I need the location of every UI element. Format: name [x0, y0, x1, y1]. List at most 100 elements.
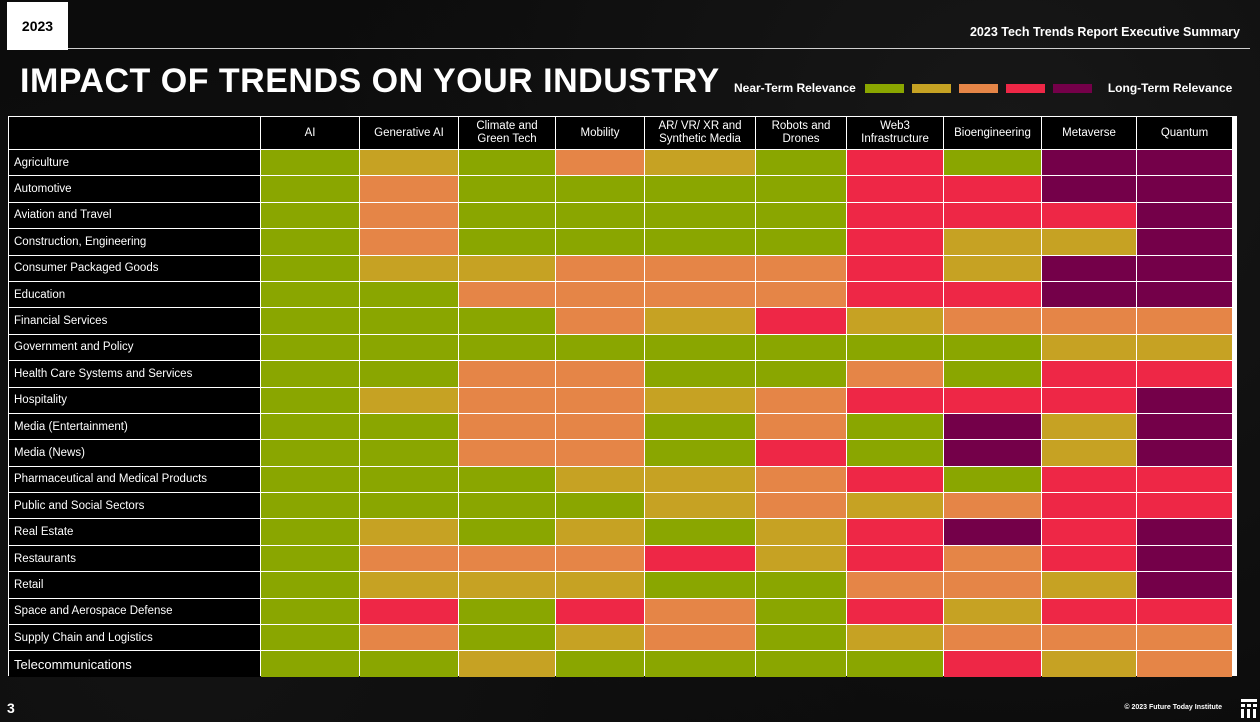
heatmap-cell: [756, 466, 846, 493]
heatmap-cell: [944, 308, 1041, 334]
report-title: 2023 Tech Trends Report Executive Summar…: [969, 25, 1240, 39]
heatmap-cell: [459, 440, 555, 466]
row-label: Media (Entertainment): [9, 413, 260, 440]
heatmap-cell: [261, 229, 359, 255]
heatmap-cell: [261, 255, 359, 281]
heatmap-cell: [360, 255, 458, 281]
heatmap-cell: [1137, 255, 1232, 281]
column-header: Mobility: [556, 117, 644, 149]
heatmap-cell: [847, 466, 943, 493]
heatmap-cell: [360, 281, 458, 308]
year-badge: 2023: [7, 2, 68, 50]
heatmap-cell: [756, 361, 846, 387]
heatmap-cell: [459, 387, 555, 413]
row-label: Education: [9, 281, 260, 308]
heatmap-cell: [261, 150, 359, 176]
heatmap-cell: [261, 625, 359, 651]
column-header: Robots and Drones: [756, 117, 846, 149]
heatmap-cell: [1137, 493, 1232, 519]
heatmap-cell: [1042, 281, 1136, 308]
heatmap-cell: [944, 334, 1041, 361]
heatmap-cell: [1137, 334, 1232, 361]
heatmap-cell: [944, 255, 1041, 281]
heatmap-cell: [645, 413, 755, 440]
heatmap-cell: [459, 413, 555, 440]
heatmap-cell: [459, 519, 555, 545]
heatmap-cell: [261, 598, 359, 625]
heatmap-cell: [261, 440, 359, 466]
heatmap-cell: [645, 255, 755, 281]
heatmap-cell: [645, 598, 755, 625]
heatmap-cell: [1042, 150, 1136, 176]
heatmap-cell: [645, 387, 755, 413]
page-number: 3: [7, 700, 15, 716]
heatmap-cell: [944, 519, 1041, 545]
heatmap-cell: [645, 651, 755, 677]
row-label: Health Care Systems and Services: [9, 361, 260, 387]
heatmap-cell: [459, 229, 555, 255]
heatmap-cell: [645, 150, 755, 176]
heatmap-cell: [756, 229, 846, 255]
heatmap-cell: [1137, 387, 1232, 413]
heatmap-cell: [847, 387, 943, 413]
heatmap-cell: [261, 361, 359, 387]
heatmap-cell: [756, 651, 846, 677]
heatmap-cell: [645, 229, 755, 255]
row-label: Retail: [9, 572, 260, 598]
heatmap-cell: [261, 334, 359, 361]
heatmap-cell: [459, 598, 555, 625]
heatmap-cell: [645, 572, 755, 598]
heatmap-cell: [459, 572, 555, 598]
heatmap-cell: [645, 176, 755, 202]
heatmap-cell: [556, 308, 644, 334]
legend-swatch-5: [1052, 83, 1092, 93]
heatmap-cell: [1137, 176, 1232, 202]
heatmap-cell: [944, 651, 1041, 677]
heatmap-cell: [556, 519, 644, 545]
legend-swatch-3: [958, 83, 998, 93]
heatmap-cell: [459, 625, 555, 651]
heatmap-cell: [261, 281, 359, 308]
heatmap-cell: [756, 598, 846, 625]
heatmap-cell: [1042, 334, 1136, 361]
heatmap-cell: [847, 334, 943, 361]
heatmap-cell: [645, 281, 755, 308]
heatmap-cell: [944, 387, 1041, 413]
heatmap-cell: [261, 413, 359, 440]
column-header: Climate and Green Tech: [459, 117, 555, 149]
heatmap-cell: [1042, 625, 1136, 651]
row-label: Supply Chain and Logistics: [9, 625, 260, 651]
heatmap-cell: [1137, 413, 1232, 440]
heatmap-cell: [944, 150, 1041, 176]
heatmap-cell: [847, 651, 943, 677]
heatmap-cell: [847, 202, 943, 229]
heatmap-cell: [847, 150, 943, 176]
heatmap-cell: [944, 361, 1041, 387]
heatmap-cell: [556, 229, 644, 255]
heatmap-cell: [459, 545, 555, 572]
heatmap-cell: [1137, 519, 1232, 545]
heatmap-cell: [944, 440, 1041, 466]
heatmap-cell: [556, 255, 644, 281]
heatmap-cell: [556, 361, 644, 387]
grid-corner: [9, 117, 260, 149]
heatmap-cell: [360, 387, 458, 413]
heatmap-cell: [556, 493, 644, 519]
heatmap-cell: [261, 572, 359, 598]
heatmap-cell: [944, 413, 1041, 440]
column-header: Quantum: [1137, 117, 1232, 149]
heatmap-cell: [1137, 440, 1232, 466]
heatmap-cell: [645, 625, 755, 651]
heatmap-cell: [1137, 229, 1232, 255]
heatmap-cell: [459, 281, 555, 308]
heatmap-cell: [847, 229, 943, 255]
heatmap-cell: [847, 545, 943, 572]
column-header: Web3 Infrastructure: [847, 117, 943, 149]
heatmap-cell: [645, 466, 755, 493]
heatmap-cell: [360, 598, 458, 625]
heatmap-cell: [1042, 387, 1136, 413]
heatmap-cell: [847, 176, 943, 202]
heatmap-cell: [459, 308, 555, 334]
heatmap-cell: [360, 413, 458, 440]
heatmap-cell: [360, 308, 458, 334]
